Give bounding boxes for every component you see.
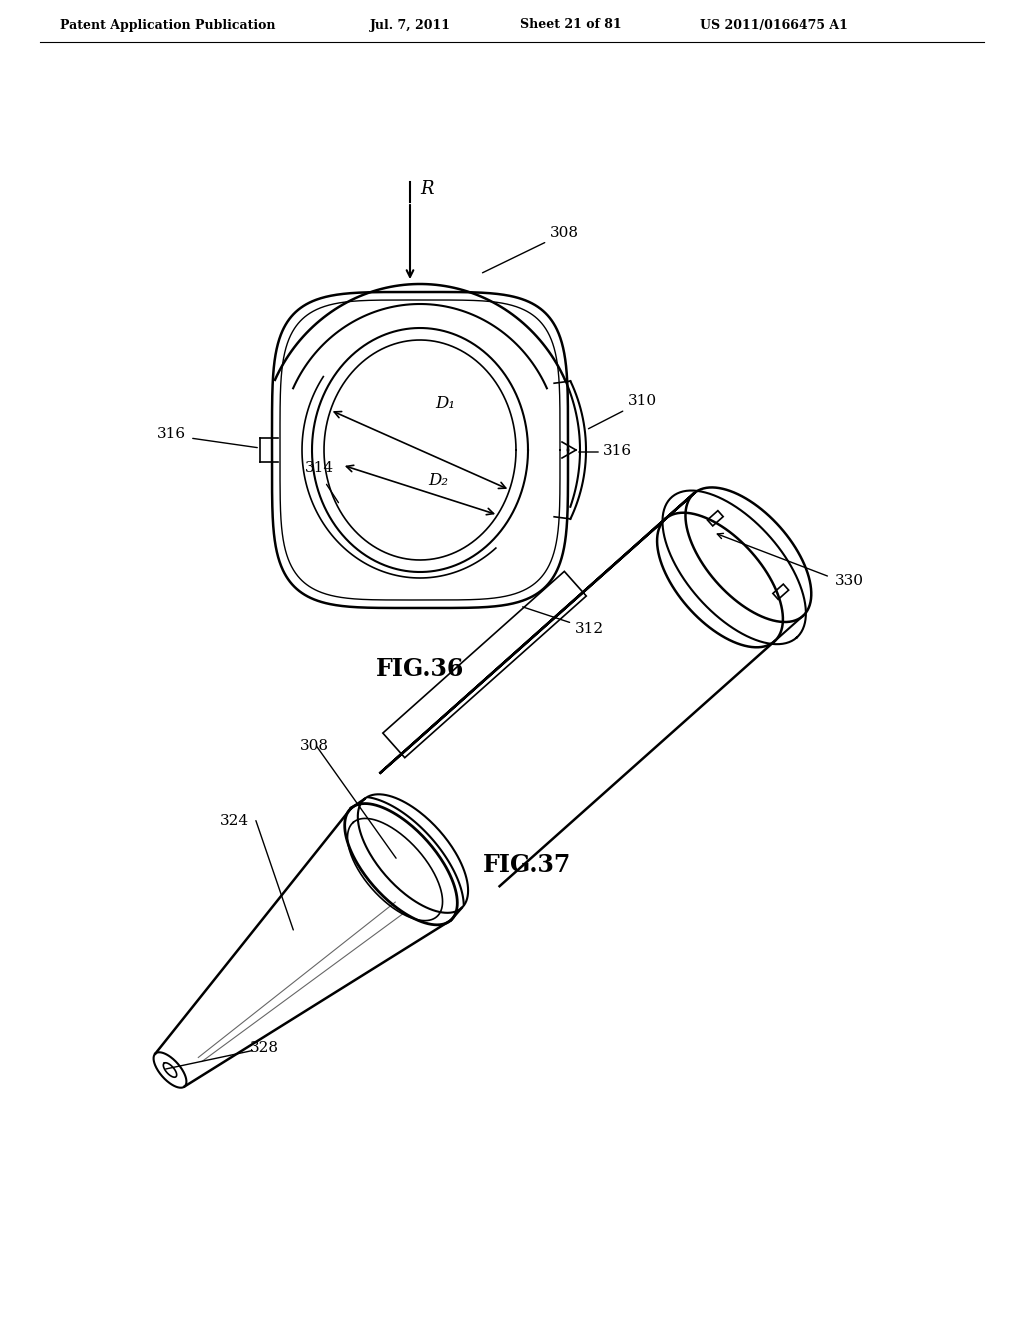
Text: 312: 312 — [522, 607, 604, 636]
Text: Jul. 7, 2011: Jul. 7, 2011 — [370, 18, 451, 32]
Text: 314: 314 — [305, 461, 334, 475]
Text: Patent Application Publication: Patent Application Publication — [60, 18, 275, 32]
Text: FIG.36: FIG.36 — [376, 657, 464, 681]
Text: D₂: D₂ — [428, 473, 449, 488]
Text: 324: 324 — [220, 814, 249, 828]
Text: 330: 330 — [835, 574, 864, 587]
Text: 310: 310 — [589, 393, 657, 429]
Text: US 2011/0166475 A1: US 2011/0166475 A1 — [700, 18, 848, 32]
Text: 316: 316 — [603, 444, 632, 458]
Text: 316: 316 — [157, 426, 186, 441]
Text: D₁: D₁ — [435, 395, 455, 412]
Text: R: R — [420, 180, 433, 198]
Text: 308: 308 — [482, 226, 579, 273]
Text: 328: 328 — [250, 1041, 279, 1055]
Text: 308: 308 — [300, 739, 329, 752]
Text: Sheet 21 of 81: Sheet 21 of 81 — [520, 18, 622, 32]
Text: FIG.37: FIG.37 — [483, 853, 571, 876]
